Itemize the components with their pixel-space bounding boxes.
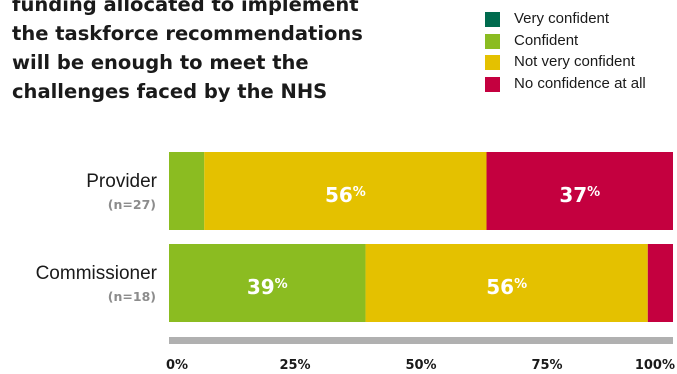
bar-segment — [647, 244, 673, 322]
legend-swatch — [485, 76, 500, 92]
x-axis: 0% 25% 50% 75% 100% — [166, 337, 675, 373]
x-axis-line — [169, 337, 673, 344]
data-label: 56% — [325, 183, 366, 207]
x-tick-label: 75% — [531, 358, 562, 373]
bar-segment — [365, 244, 648, 322]
legend-label: Not very confident — [514, 53, 635, 70]
chart-title: funding allocated to implement the taskf… — [12, 0, 392, 106]
legend-swatch — [485, 55, 500, 70]
data-label: 56% — [486, 275, 527, 299]
x-tick-label: 25% — [279, 358, 310, 373]
legend-swatch — [485, 12, 500, 27]
category-label: Provider — [86, 171, 157, 192]
chart-title-line: the taskforce recommendations — [12, 22, 363, 45]
data-label-group: 56% 37% 39% 56% — [247, 183, 600, 299]
x-tick-label: 50% — [405, 358, 436, 373]
chart-title-line: challenges faced by the NHS — [12, 80, 328, 103]
data-label: 39% — [247, 275, 288, 299]
legend-label: No confidence at all — [514, 74, 646, 92]
bar-group — [169, 152, 673, 322]
bar-segment — [486, 152, 673, 230]
legend-swatch — [485, 33, 500, 49]
category-sublabel: (n=27) — [108, 197, 156, 212]
bar-segment — [169, 244, 366, 322]
chart-title-line: funding allocated to implement — [12, 0, 359, 16]
bar-segment — [204, 152, 487, 230]
legend-label: Very confident — [514, 10, 610, 27]
category-sublabel: (n=18) — [108, 289, 156, 304]
legend-label: Confident — [514, 31, 579, 49]
category-label-group: Provider (n=27) Commissioner (n=18) — [36, 171, 158, 304]
x-tick-label: 0% — [166, 358, 188, 373]
chart-title-line: will be enough to meet the — [12, 51, 309, 74]
bar-segment — [169, 152, 205, 230]
x-tick-label: 100% — [635, 358, 675, 373]
category-label: Commissioner — [36, 263, 158, 284]
data-label: 37% — [559, 183, 600, 207]
